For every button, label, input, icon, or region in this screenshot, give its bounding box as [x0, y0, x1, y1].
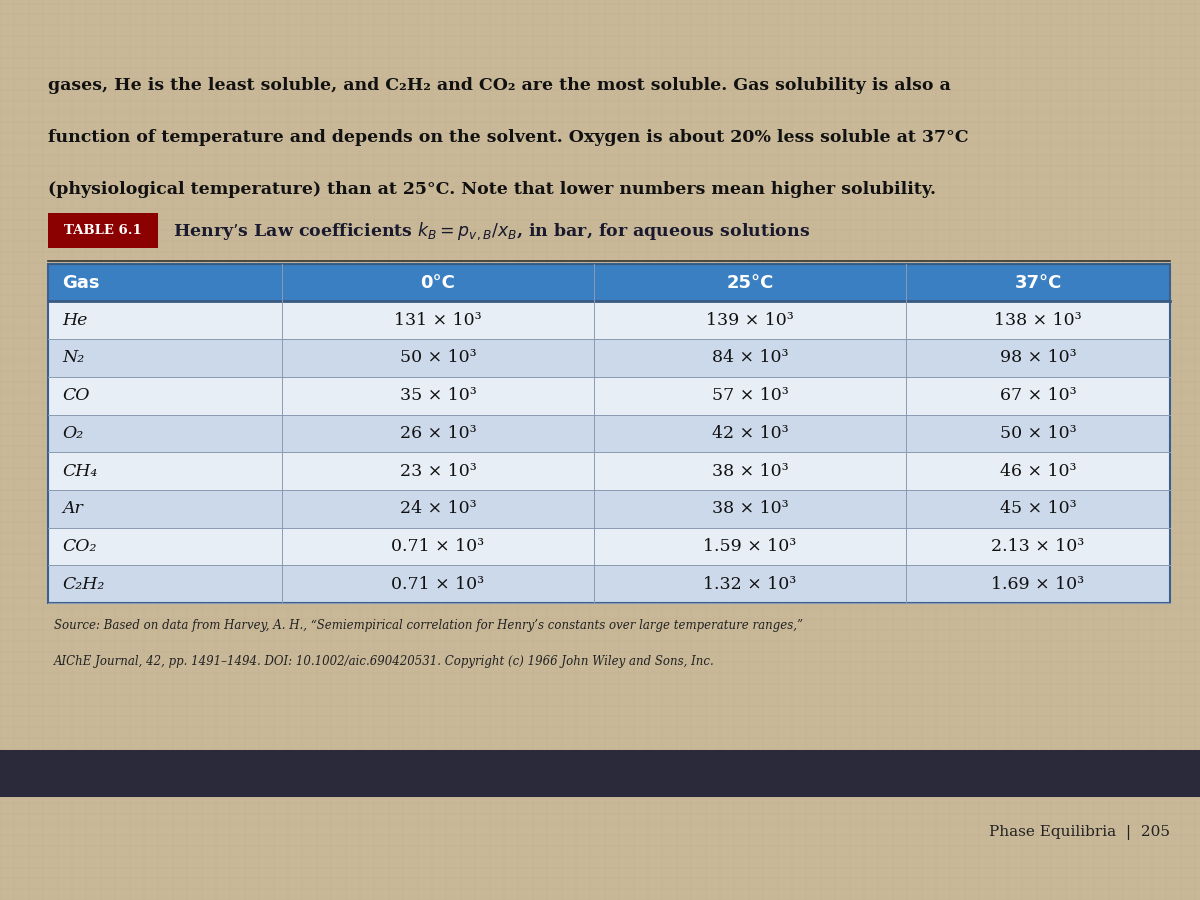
Text: 46 × 10³: 46 × 10³ [1000, 463, 1076, 480]
Text: Ar: Ar [62, 500, 83, 518]
Bar [48, 527, 1170, 565]
Text: Henry’s Law coefficients $k_B = p_{v,B}/x_B$, in bar, for aqueous solutions: Henry’s Law coefficients $k_B = p_{v,B}/… [173, 220, 810, 242]
Bar [48, 377, 1170, 415]
Bar [48, 452, 1170, 490]
Text: C₂H₂: C₂H₂ [62, 576, 104, 592]
Text: 139 × 10³: 139 × 10³ [706, 311, 794, 328]
Bar [48, 264, 1170, 603]
Text: 0°C: 0°C [420, 274, 456, 292]
Bar [48, 415, 1170, 452]
Text: AIChE Journal, 42, pp. 1491–1494. DOI: 10.1002/aic.690420531. Copyright (c) 1966: AIChE Journal, 42, pp. 1491–1494. DOI: 1… [54, 655, 715, 668]
Text: 98 × 10³: 98 × 10³ [1000, 349, 1076, 366]
Text: (physiological temperature) than at 25°C. Note that lower numbers mean higher so: (physiological temperature) than at 25°C… [48, 181, 936, 198]
Text: 67 × 10³: 67 × 10³ [1000, 387, 1076, 404]
Text: 0.71 × 10³: 0.71 × 10³ [391, 576, 485, 592]
Text: 23 × 10³: 23 × 10³ [400, 463, 476, 480]
Bar [0, 750, 1200, 796]
Text: CH₄: CH₄ [62, 463, 97, 480]
Text: 25°C: 25°C [726, 274, 774, 292]
Bar [48, 264, 1170, 302]
Text: 84 × 10³: 84 × 10³ [712, 349, 788, 366]
Text: function of temperature and depends on the solvent. Oxygen is about 20% less sol: function of temperature and depends on t… [48, 129, 968, 146]
Bar [48, 302, 1170, 339]
Bar [48, 339, 1170, 377]
Text: 50 × 10³: 50 × 10³ [400, 349, 476, 366]
Text: 38 × 10³: 38 × 10³ [712, 500, 788, 518]
Bar [48, 213, 158, 248]
Bar [48, 565, 1170, 603]
Text: He: He [62, 311, 88, 328]
Text: 26 × 10³: 26 × 10³ [400, 425, 476, 442]
Text: 1.32 × 10³: 1.32 × 10³ [703, 576, 797, 592]
Text: CO₂: CO₂ [62, 538, 97, 555]
Text: gases, He is the least soluble, and C₂H₂ and CO₂ are the most soluble. Gas solub: gases, He is the least soluble, and C₂H₂… [48, 76, 950, 94]
Text: 35 × 10³: 35 × 10³ [400, 387, 476, 404]
Text: Phase Equilibria  |  205: Phase Equilibria | 205 [989, 825, 1170, 840]
Text: 0.71 × 10³: 0.71 × 10³ [391, 538, 485, 555]
Text: Source: Based on data from Harvey, A. H., “Semiempirical correlation for Henry’s: Source: Based on data from Harvey, A. H.… [54, 619, 803, 632]
Text: 50 × 10³: 50 × 10³ [1000, 425, 1076, 442]
Text: CO: CO [62, 387, 90, 404]
Text: 38 × 10³: 38 × 10³ [712, 463, 788, 480]
Text: TABLE 6.1: TABLE 6.1 [65, 224, 142, 237]
Text: O₂: O₂ [62, 425, 84, 442]
Text: N₂: N₂ [62, 349, 85, 366]
Text: 45 × 10³: 45 × 10³ [1000, 500, 1076, 518]
Text: 57 × 10³: 57 × 10³ [712, 387, 788, 404]
Text: 131 × 10³: 131 × 10³ [394, 311, 482, 328]
Text: 24 × 10³: 24 × 10³ [400, 500, 476, 518]
Text: Gas: Gas [62, 274, 100, 292]
Text: 37°C: 37°C [1014, 274, 1062, 292]
Text: 42 × 10³: 42 × 10³ [712, 425, 788, 442]
Bar [48, 490, 1170, 527]
Text: 1.59 × 10³: 1.59 × 10³ [703, 538, 797, 555]
Text: 138 × 10³: 138 × 10³ [994, 311, 1082, 328]
Text: 1.69 × 10³: 1.69 × 10³ [991, 576, 1085, 592]
Text: 2.13 × 10³: 2.13 × 10³ [991, 538, 1085, 555]
